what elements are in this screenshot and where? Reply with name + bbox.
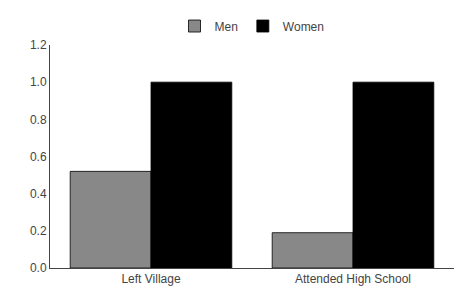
svg-text:Left Village: Left Village	[121, 272, 180, 286]
svg-text:1.2: 1.2	[30, 38, 47, 52]
svg-text:Women: Women	[283, 20, 324, 34]
svg-text:0.8: 0.8	[30, 113, 47, 127]
svg-text:1.0: 1.0	[30, 75, 47, 89]
svg-text:0.6: 0.6	[30, 150, 47, 164]
svg-text:Men: Men	[215, 20, 238, 34]
svg-text:0.4: 0.4	[30, 187, 47, 201]
svg-text:Attended High School: Attended High School	[295, 272, 411, 286]
svg-text:0.2: 0.2	[30, 224, 47, 238]
svg-text:0.0: 0.0	[30, 261, 47, 275]
